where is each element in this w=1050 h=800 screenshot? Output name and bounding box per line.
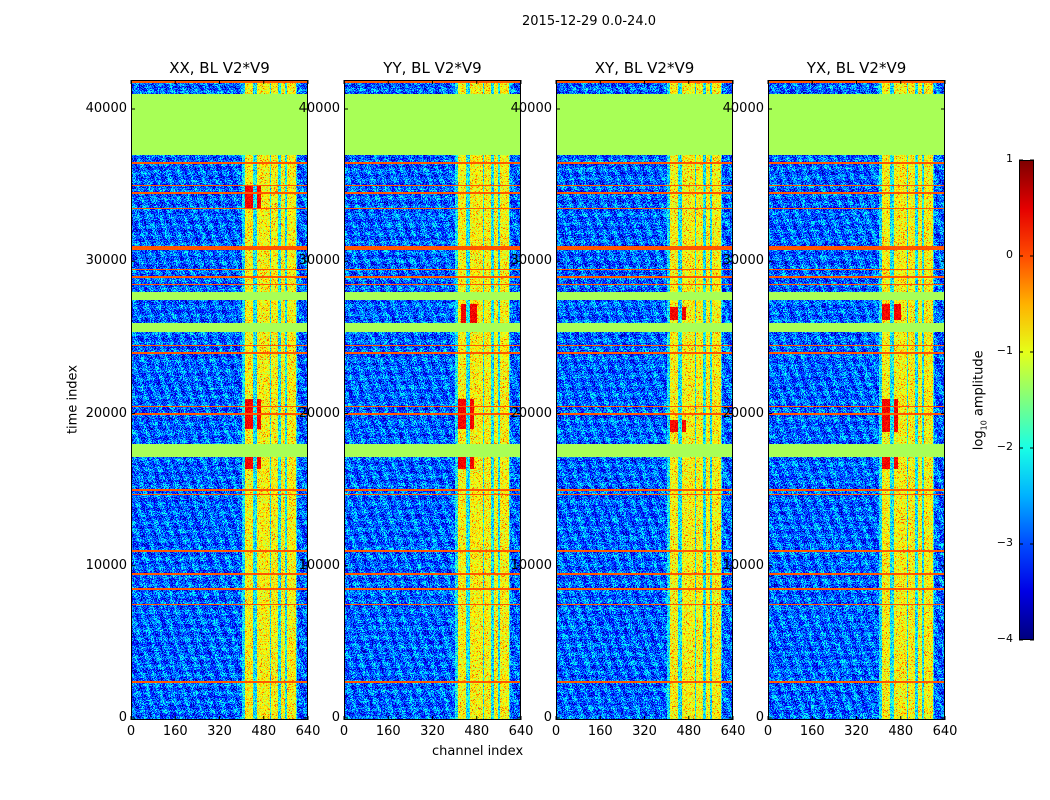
- x-tick-label: 320: [844, 724, 869, 739]
- x-tick-label: 480: [888, 724, 914, 739]
- x-tick-label: 0: [763, 724, 773, 739]
- x-tick-label: 160: [162, 724, 188, 739]
- x-tick-label: 480: [676, 724, 702, 739]
- x-tick-label: 160: [799, 724, 825, 739]
- waterfall-heatmap-1: [131, 80, 308, 720]
- waterfall-heatmap-2: [344, 80, 521, 720]
- x-tick-label: 320: [632, 724, 657, 739]
- panel-title-4: YX, BL V2*V9: [806, 59, 907, 77]
- panel-title-3: XY, BL V2*V9: [594, 59, 695, 77]
- y-tick-label: 10000: [85, 557, 127, 573]
- y-tick-label: 30000: [510, 253, 552, 269]
- colorbar-tick-label: 0: [1006, 248, 1013, 261]
- x-tick-label: 320: [207, 724, 232, 739]
- x-tick-label: 320: [420, 724, 445, 739]
- x-tick-label: 640: [508, 724, 534, 739]
- y-tick-label: 10000: [510, 557, 552, 573]
- colorbar-tick-label: −2: [996, 440, 1013, 453]
- colorbar-tick-label: 1: [1006, 152, 1013, 165]
- y-tick-label: 30000: [722, 253, 764, 269]
- x-tick-label: 160: [587, 724, 613, 739]
- y-tick-label: 10000: [298, 557, 340, 573]
- x-tick-label: 640: [295, 724, 321, 739]
- y-tick-label: 10000: [722, 557, 764, 573]
- colorbar: [1019, 160, 1034, 640]
- y-tick-label: 40000: [85, 101, 127, 116]
- y-tick-label: 30000: [85, 253, 127, 269]
- y-tick-label: 0: [755, 710, 764, 725]
- colorbar-tick-label: −4: [996, 632, 1013, 645]
- x-tick-label: 640: [932, 724, 958, 739]
- y-tick-label: 0: [118, 710, 127, 725]
- x-tick-label: 640: [720, 724, 746, 739]
- y-tick-label: 20000: [85, 405, 127, 421]
- waterfall-heatmap-4: [768, 80, 945, 720]
- x-tick-label: 160: [375, 724, 401, 739]
- panel-title-2: YY, BL V2*V9: [383, 59, 482, 77]
- colorbar-tick-label: −1: [996, 344, 1013, 357]
- x-tick-label: 0: [551, 724, 561, 739]
- y-tick-label: 40000: [298, 101, 340, 116]
- panel-title-1: XX, BL V2*V9: [169, 59, 270, 77]
- y-tick-label: 30000: [298, 253, 340, 269]
- y-tick-label: 0: [331, 710, 340, 725]
- y-tick-label: 20000: [510, 405, 552, 421]
- y-tick-label: 40000: [510, 101, 552, 116]
- y-tick-label: 40000: [722, 101, 764, 116]
- x-tick-label: 480: [251, 724, 277, 739]
- y-tick-label: 20000: [298, 405, 340, 421]
- y-tick-label: 0: [543, 710, 552, 725]
- colorbar-tick-label: −3: [996, 536, 1013, 549]
- x-axis-label: channel index: [432, 744, 524, 759]
- figure-title: 2015-12-29 0.0-24.0: [522, 14, 656, 29]
- x-tick-label: 0: [339, 724, 349, 739]
- x-tick-label: 480: [464, 724, 490, 739]
- waterfall-heatmap-3: [556, 80, 733, 720]
- y-tick-label: 20000: [722, 405, 764, 421]
- x-tick-label: 0: [126, 724, 136, 739]
